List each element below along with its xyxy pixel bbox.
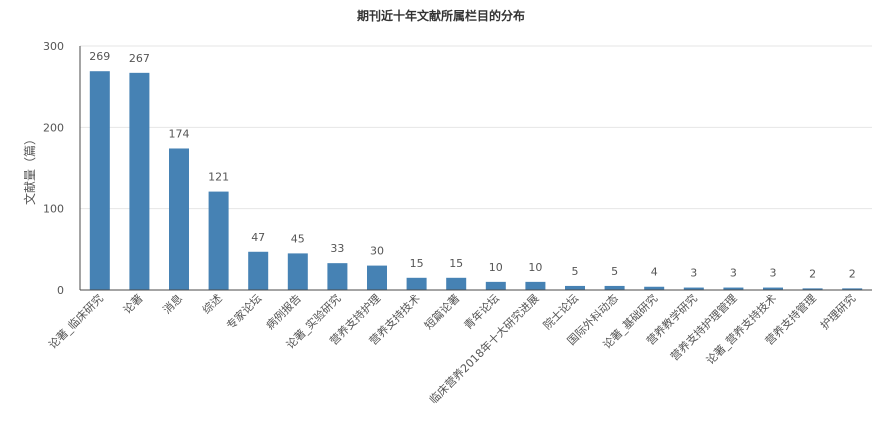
x-tick-label: 论著_临床研究 [45, 291, 105, 351]
bar [565, 285, 585, 290]
bar-value-label: 3 [770, 267, 777, 280]
bar [406, 277, 427, 290]
x-tick-label: 短篇论著 [421, 291, 462, 332]
chart-title: 期刊近十年文献所属栏目的分布 [357, 8, 525, 23]
bar-value-label: 15 [410, 257, 424, 270]
bar [287, 253, 308, 290]
x-tick-label: 病例报告 [263, 291, 304, 332]
bar [248, 251, 269, 290]
x-tick-label: 青年论坛 [461, 291, 502, 332]
y-axis-ticks: 0 100 200 300 [43, 40, 64, 297]
bar [644, 286, 665, 290]
x-tick-label: 营养支持护理管理 [667, 291, 739, 363]
bar-value-label: 2 [809, 267, 816, 280]
bar [327, 263, 348, 290]
bar-value-label: 5 [572, 265, 579, 278]
bar-value-label: 45 [291, 232, 305, 245]
bar [446, 277, 467, 290]
gridlines [80, 45, 872, 210]
bar-value-label: 5 [611, 265, 618, 278]
x-tick-label: 专家论坛 [223, 291, 264, 332]
bar [129, 72, 150, 290]
y-axis-label: 文献量（篇） [22, 133, 37, 205]
x-tick-label: 消息 [160, 291, 185, 316]
bar-value-label: 3 [690, 267, 697, 280]
bar-value-label: 47 [251, 231, 265, 244]
bar [604, 285, 625, 290]
bar-value-label: 30 [370, 245, 384, 258]
y-tick-label: 100 [43, 203, 64, 216]
x-tick-label: 综述 [199, 291, 224, 316]
bar [169, 148, 189, 290]
bar-value-label: 15 [449, 257, 463, 270]
bar [842, 288, 863, 290]
x-axis-ticks: 论著_临床研究 论著 消息 综述 专家论坛 病例报告论著_实验研究营养支持护理营养支持技术… [45, 291, 858, 406]
x-tick-label: 论著 [120, 291, 145, 316]
x-tick-label: 院士论坛 [540, 291, 581, 332]
bar-value-label: 4 [651, 266, 658, 279]
bar [208, 191, 229, 290]
bar-value-label: 174 [169, 127, 190, 140]
bar-value-label: 269 [89, 50, 110, 63]
bar-value-label: 10 [489, 261, 503, 274]
bar-value-label: 267 [129, 52, 150, 65]
bar-value-label: 121 [208, 171, 229, 184]
bars [89, 71, 863, 290]
y-tick-label: 300 [43, 40, 64, 53]
bar [525, 281, 546, 290]
x-tick-label: 护理研究 [817, 291, 858, 332]
y-tick-label: 200 [43, 121, 64, 134]
bar [802, 288, 823, 290]
bar [723, 287, 744, 290]
bar [89, 71, 110, 290]
x-tick-label: 论著_营养支持技术 [703, 291, 779, 367]
bar [367, 265, 387, 290]
bar-value-label: 10 [528, 261, 542, 274]
bar [763, 287, 783, 290]
bar [683, 287, 704, 290]
bar-value-label: 3 [730, 267, 737, 280]
y-tick-label: 0 [57, 284, 64, 297]
bar [485, 281, 506, 290]
bar-value-label: 2 [849, 267, 856, 280]
bar-value-label: 33 [330, 242, 344, 255]
